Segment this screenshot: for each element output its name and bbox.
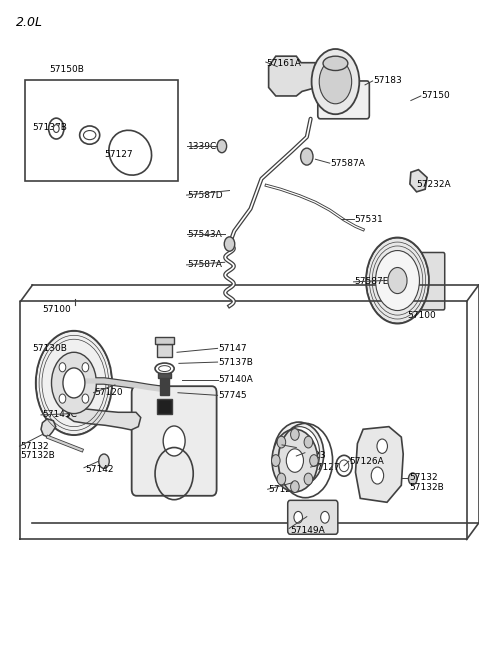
Circle shape: [277, 436, 286, 448]
Ellipse shape: [109, 130, 152, 175]
Polygon shape: [41, 419, 56, 437]
FancyBboxPatch shape: [418, 252, 445, 310]
Circle shape: [375, 251, 420, 310]
Ellipse shape: [339, 460, 349, 472]
Polygon shape: [67, 407, 141, 430]
Text: 2.0L: 2.0L: [16, 16, 43, 29]
Text: 57123: 57123: [297, 451, 326, 460]
Text: 57149A: 57149A: [290, 527, 325, 536]
Circle shape: [304, 473, 312, 485]
Circle shape: [286, 449, 303, 472]
Circle shape: [48, 118, 64, 139]
Circle shape: [59, 394, 66, 403]
FancyBboxPatch shape: [288, 500, 338, 534]
Circle shape: [63, 368, 85, 398]
Bar: [160, 374, 169, 395]
Bar: [157, 399, 172, 414]
Text: 57543A: 57543A: [188, 230, 222, 238]
Text: 57120: 57120: [95, 388, 123, 397]
Circle shape: [59, 363, 66, 372]
Text: 57142: 57142: [85, 465, 113, 474]
Text: 57587D: 57587D: [188, 191, 223, 200]
Text: 57137B: 57137B: [33, 122, 67, 132]
Ellipse shape: [323, 56, 348, 71]
Polygon shape: [356, 426, 403, 502]
FancyBboxPatch shape: [132, 386, 216, 496]
Circle shape: [277, 473, 286, 485]
Text: 57745: 57745: [218, 391, 247, 400]
Text: 57132B: 57132B: [21, 451, 55, 460]
Circle shape: [408, 473, 417, 485]
Text: 57587A: 57587A: [331, 159, 366, 168]
Circle shape: [272, 455, 280, 466]
Circle shape: [366, 238, 429, 324]
Text: 57150B: 57150B: [49, 66, 84, 75]
Text: 57132B: 57132B: [409, 483, 444, 492]
Ellipse shape: [80, 126, 100, 144]
Circle shape: [82, 363, 89, 372]
FancyBboxPatch shape: [318, 81, 369, 119]
Text: 57161A: 57161A: [266, 59, 301, 68]
Bar: [158, 373, 171, 378]
Ellipse shape: [274, 422, 324, 486]
Text: 57150: 57150: [421, 92, 450, 100]
Circle shape: [377, 439, 387, 453]
Circle shape: [290, 481, 299, 493]
Text: 57587A: 57587A: [188, 261, 222, 269]
Circle shape: [310, 455, 318, 466]
Text: 57587E: 57587E: [355, 277, 389, 286]
Text: 57124: 57124: [269, 485, 297, 494]
Text: 57100: 57100: [42, 305, 71, 314]
Text: 57130B: 57130B: [33, 344, 67, 353]
Ellipse shape: [84, 130, 96, 140]
Circle shape: [99, 454, 109, 468]
Circle shape: [272, 429, 318, 492]
Text: 57132: 57132: [409, 473, 438, 482]
Bar: [155, 337, 174, 344]
Circle shape: [312, 49, 360, 114]
Ellipse shape: [336, 455, 352, 476]
Ellipse shape: [158, 365, 170, 371]
Text: 57531: 57531: [355, 215, 384, 224]
Text: 57232A: 57232A: [417, 179, 451, 189]
Circle shape: [319, 60, 352, 103]
Circle shape: [224, 237, 235, 251]
Text: 57127: 57127: [312, 462, 340, 472]
Circle shape: [163, 426, 185, 456]
Circle shape: [280, 426, 320, 481]
Circle shape: [36, 331, 112, 435]
Text: 1339CC: 1339CC: [188, 141, 223, 151]
Circle shape: [290, 428, 299, 440]
Polygon shape: [269, 56, 316, 96]
Text: 57140A: 57140A: [218, 375, 253, 384]
Circle shape: [82, 394, 89, 403]
Bar: [157, 344, 172, 357]
Circle shape: [388, 267, 407, 293]
Text: 57183: 57183: [373, 77, 402, 85]
Circle shape: [321, 512, 329, 523]
Text: 57147: 57147: [218, 344, 247, 353]
Circle shape: [294, 512, 302, 523]
Circle shape: [217, 140, 227, 153]
Circle shape: [53, 124, 59, 132]
Text: 57132: 57132: [21, 441, 49, 451]
Bar: [25, 80, 178, 181]
Text: 57143C: 57143C: [42, 411, 77, 419]
Text: 57127: 57127: [104, 149, 132, 159]
Text: 57115: 57115: [283, 440, 312, 449]
Polygon shape: [410, 170, 427, 192]
Circle shape: [371, 467, 384, 484]
Circle shape: [51, 352, 96, 413]
Ellipse shape: [155, 363, 174, 374]
Circle shape: [304, 436, 312, 448]
Text: 57137B: 57137B: [218, 358, 253, 367]
Text: 57126A: 57126A: [350, 457, 384, 466]
Circle shape: [300, 148, 313, 165]
Text: 57100: 57100: [407, 311, 436, 320]
